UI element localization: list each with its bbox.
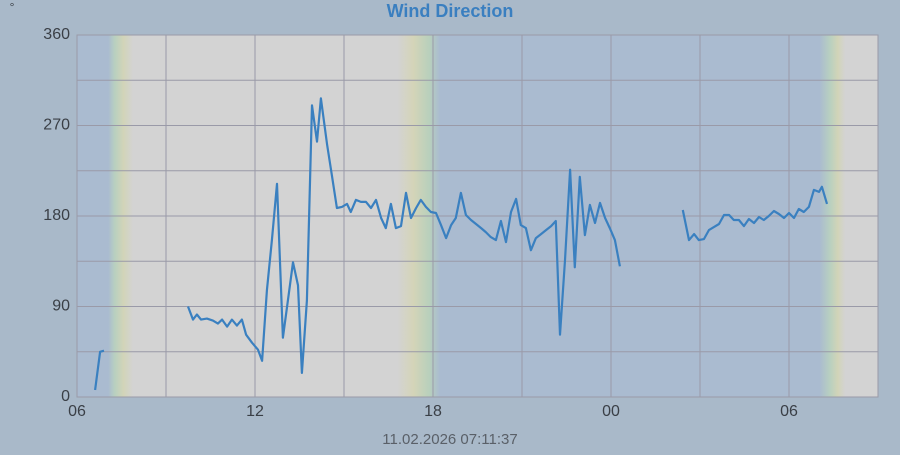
- x-tick-label: 12: [246, 403, 264, 420]
- y-tick-label: 90: [52, 298, 70, 315]
- y-unit: °: [10, 0, 15, 14]
- x-tick-label: 18: [424, 403, 442, 420]
- x-tick-label: 06: [780, 403, 798, 420]
- plot-border: [76, 34, 879, 398]
- x-tick-label: 00: [602, 403, 620, 420]
- chart-title: Wind Direction: [387, 1, 514, 21]
- timestamp: 11.02.2026 07:11:37: [382, 431, 517, 448]
- y-tick-label: 270: [43, 117, 70, 134]
- y-tick-label: 360: [43, 26, 70, 43]
- x-tick-label: 06: [68, 403, 86, 420]
- y-tick-label: 0: [61, 388, 70, 405]
- y-tick-label: 180: [43, 207, 70, 224]
- data-line: [94, 97, 829, 391]
